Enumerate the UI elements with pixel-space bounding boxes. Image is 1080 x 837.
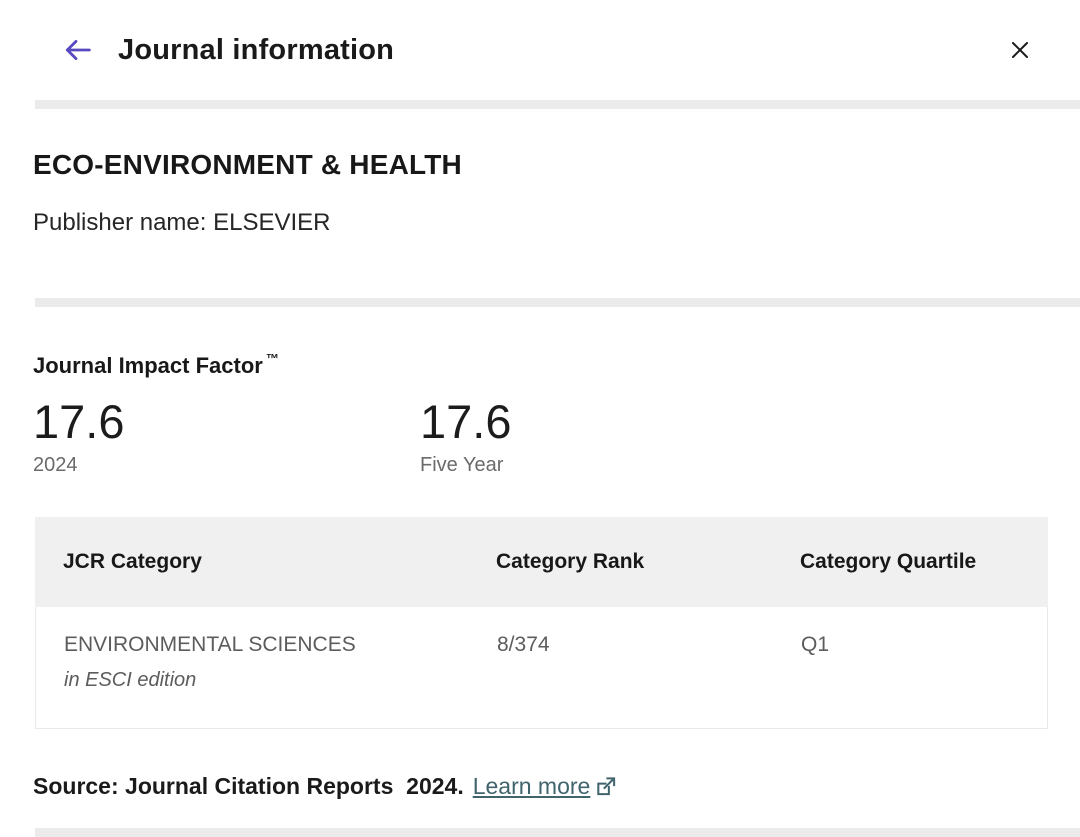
publisher-line: Publisher name: ELSEVIER — [33, 209, 331, 236]
trademark-symbol: ™ — [265, 351, 279, 366]
metric-value: 17.6 — [420, 395, 512, 448]
cell-category-quartile: Q1 — [801, 633, 830, 657]
divider-bottom — [35, 828, 1080, 837]
panel-header: Journal information — [0, 0, 1080, 100]
close-icon — [1008, 38, 1032, 62]
column-header-category-quartile: Category Quartile — [800, 550, 977, 574]
cell-jcr-category: ENVIRONMENTAL SCIENCES in ESCI edition — [36, 633, 469, 698]
journal-name: ECO-ENVIRONMENT & HEALTH — [33, 149, 462, 180]
column-header-jcr-category: JCR Category — [63, 550, 202, 574]
metric-caption: Five Year — [420, 454, 504, 477]
category-table: JCR Category Category Rank Category Quar… — [35, 517, 1048, 730]
metric-five-year: 17.6 Five Year — [420, 395, 807, 477]
table-row: ENVIRONMENTAL SCIENCES in ESCI edition 8… — [35, 607, 1048, 730]
divider-top — [35, 100, 1080, 109]
arrow-left-icon — [62, 34, 94, 66]
category-edition: in ESCI edition — [64, 669, 197, 692]
learn-more-link[interactable]: Learn more — [472, 773, 591, 800]
external-link-icon[interactable] — [594, 775, 617, 798]
divider-middle — [35, 298, 1080, 307]
cell-category-rank: 8/374 — [497, 633, 550, 657]
source-text: Source: Journal Citation Reports 2024. — [33, 773, 464, 800]
close-button[interactable] — [1000, 30, 1040, 70]
source-row: Source: Journal Citation Reports 2024. L… — [33, 773, 1045, 800]
back-button[interactable] — [58, 30, 98, 70]
impact-factor-section: Journal Impact Factor ™ 17.6 2024 17.6 Fi… — [0, 307, 1080, 477]
impact-factor-label: Journal Impact Factor ™ — [33, 351, 279, 378]
impact-factor-metrics: 17.6 2024 17.6 Five Year — [33, 395, 1045, 477]
category-name: ENVIRONMENTAL SCIENCES — [64, 633, 356, 657]
metric-value: 17.6 — [33, 395, 125, 448]
journal-identity-section: ECO-ENVIRONMENT & HEALTH Publisher name:… — [0, 109, 1080, 298]
metric-caption: 2024 — [33, 454, 78, 477]
column-header-category-rank: Category Rank — [496, 550, 645, 574]
page-title: Journal information — [118, 33, 395, 66]
category-table-header: JCR Category Category Rank Category Quar… — [35, 517, 1048, 608]
metric-current-year: 17.6 2024 — [33, 395, 420, 477]
